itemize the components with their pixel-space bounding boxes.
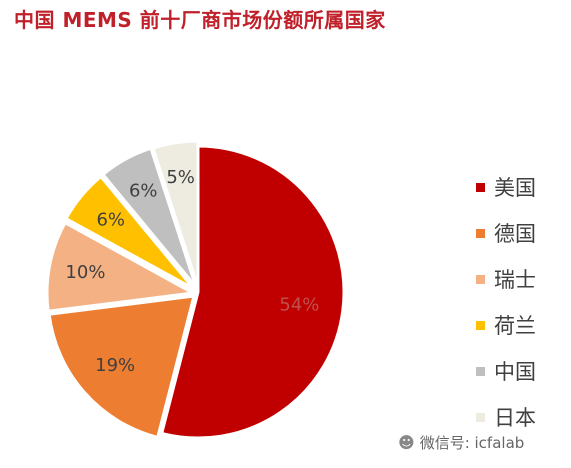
legend-swatch-germany: [476, 228, 485, 238]
data-label-usa: 54%: [279, 294, 319, 315]
legend-item-japan: 日本: [476, 394, 536, 440]
wechat-icon: ☻: [398, 433, 415, 452]
legend-item-netherlands: 荷兰: [476, 302, 536, 348]
pie-slice-usa: [159, 144, 346, 440]
legend-swatch-japan: [476, 412, 485, 422]
legend-label-germany: 德国: [494, 222, 536, 246]
legend-label-switzerland: 瑞士: [494, 268, 536, 292]
data-label-switzerland: 10%: [65, 262, 105, 283]
legend: 美国 德国 瑞士 荷兰 中国 日本: [476, 164, 536, 440]
watermark: ☻ 微信号: icfalab: [398, 432, 524, 453]
legend-label-netherlands: 荷兰: [494, 314, 536, 338]
pie-slice-switzerland: [45, 220, 198, 313]
legend-label-usa: 美国: [494, 176, 536, 200]
pie-slice-china: [100, 146, 198, 288]
data-label-germany: 19%: [95, 355, 135, 376]
watermark-text: 微信号: icfalab: [419, 434, 525, 452]
legend-item-usa: 美国: [476, 164, 536, 210]
pie-chart: 54% 19% 10% 6%6% 5%: [45, 139, 346, 440]
data-label-netherlands: 6%: [96, 210, 125, 231]
legend-swatch-netherlands: [476, 320, 485, 330]
legend-label-china: 中国: [494, 360, 536, 384]
pie-slice-netherlands: [64, 174, 196, 291]
data-label-japan: 5%: [166, 167, 195, 188]
chart-title: 中国 MEMS 前十厂商市场份额所属国家: [14, 8, 386, 32]
legend-label-japan: 日本: [494, 406, 536, 430]
data-label-china: 6%: [129, 181, 158, 202]
legend-swatch-usa: [476, 182, 485, 192]
pie-slice-japan: [150, 139, 200, 288]
legend-item-germany: 德国: [476, 210, 536, 256]
legend-item-switzerland: 瑞士: [476, 256, 536, 302]
legend-item-china: 中国: [476, 348, 536, 394]
pie-slice-germany: [47, 294, 197, 440]
legend-swatch-china: [476, 366, 485, 376]
legend-swatch-switzerland: [476, 274, 485, 284]
